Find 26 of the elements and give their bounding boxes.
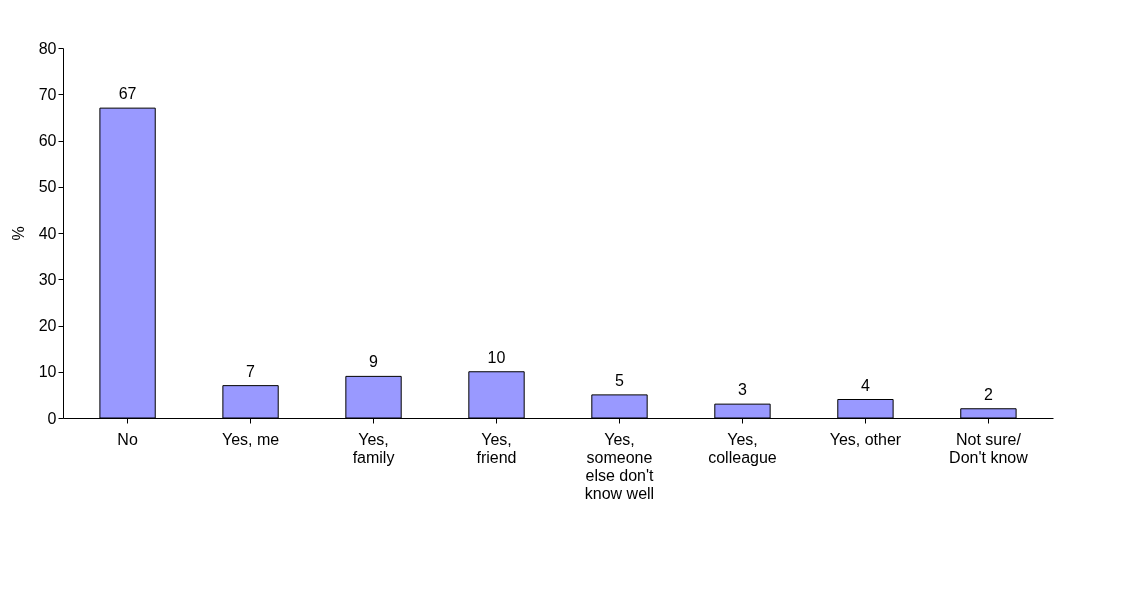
- x-tick-label: Yes, colleague: [708, 430, 777, 466]
- y-tick-label: 0: [47, 409, 57, 427]
- x-tick-label: Yes, other: [829, 430, 902, 448]
- y-tick-label: 40: [38, 224, 57, 242]
- data-label: 10: [487, 348, 506, 366]
- x-tick-label: Not sure/ Don't know: [949, 430, 1029, 466]
- y-tick-label: 50: [38, 178, 57, 196]
- y-tick-label: 60: [38, 132, 57, 149]
- x-tick-label: Yes, me: [221, 430, 280, 448]
- data-label: 9: [369, 353, 379, 371]
- y-tick-label: 70: [38, 85, 57, 103]
- data-label: 67: [118, 85, 137, 103]
- data-label: 5: [615, 371, 625, 389]
- y-axis-title: %: [9, 226, 27, 241]
- y-tick-label: 10: [38, 363, 57, 381]
- data-label: 7: [246, 362, 256, 380]
- y-tick-label: 30: [38, 270, 57, 288]
- data-label: 2: [983, 385, 993, 403]
- x-tick-label: No: [117, 430, 138, 448]
- data-label: 4: [861, 376, 870, 394]
- x-tick-label: Yes, family: [352, 430, 395, 466]
- x-tick-label: Yes, someone else don't know well: [584, 430, 655, 502]
- data-label: 3: [738, 381, 748, 399]
- y-tick-label: 80: [38, 39, 57, 57]
- x-tick-label: Yes, friend: [476, 430, 517, 466]
- y-tick-label: 20: [38, 317, 57, 334]
